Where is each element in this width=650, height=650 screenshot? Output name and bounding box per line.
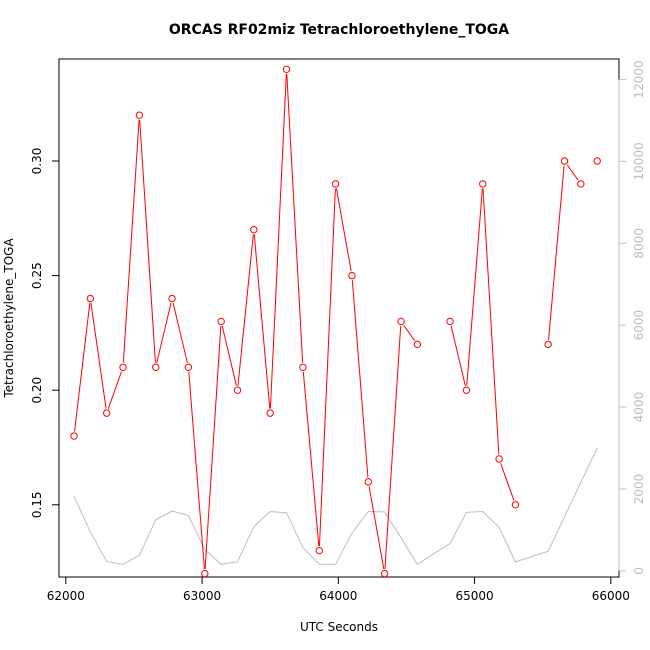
red-series-segment [548, 165, 565, 340]
y-axis-right: 0 2000 4000 6000 8000 10000 12000 [618, 60, 646, 575]
red-data-point [495, 455, 503, 463]
red-data-point [446, 317, 454, 326]
y-axis-label: Tetrachloroethylene_TOGA [2, 238, 16, 399]
red-data-point [511, 501, 520, 509]
red-series-segment [122, 119, 140, 363]
red-series-segment [335, 188, 352, 272]
red-data-point [233, 386, 242, 394]
red-data-point [577, 180, 585, 188]
red-series-segment [384, 325, 402, 570]
x-tick-label: 66000 [592, 589, 630, 603]
red-series-segment [204, 325, 222, 570]
red-data-point [119, 363, 127, 371]
red-data-point [184, 363, 193, 371]
red-data-point [86, 294, 95, 303]
y-tick-label: 0.20 [30, 377, 44, 404]
y2-tick-label: 4000 [632, 392, 646, 423]
y2-tick-label: 2000 [632, 474, 646, 505]
red-data-point [266, 409, 274, 417]
x-axis: 62000 63000 64000 65000 66000 [47, 576, 630, 603]
red-series-segment [450, 325, 466, 386]
red-series-segment [302, 371, 320, 547]
red-data-point [462, 386, 471, 394]
y2-tick-label: 0 [632, 567, 646, 575]
red-data-point [168, 294, 176, 303]
red-data-point [250, 226, 258, 234]
red-series-segment [368, 486, 385, 570]
red-series-segment [221, 325, 237, 386]
red-series-segment [269, 73, 287, 409]
red-data-point [560, 157, 569, 165]
chart-title: ORCAS RF02miz Tetrachloroethylene_TOGA [169, 22, 509, 38]
red-series-segment [403, 324, 416, 341]
x-tick-label: 63000 [183, 589, 221, 603]
y-tick-label: 0.15 [30, 491, 44, 518]
red-data-point [348, 271, 356, 280]
red-series-segment [74, 303, 91, 432]
red-series-segment [286, 73, 304, 363]
red-data-point [201, 569, 209, 578]
red-series-segment [351, 280, 369, 478]
red-data-point [135, 111, 144, 119]
red-series-segment [500, 463, 515, 501]
y-tick-label: 0.30 [30, 148, 44, 175]
series-red-line [70, 65, 601, 578]
y2-tick-label: 10000 [632, 142, 646, 180]
red-series-segment [466, 188, 483, 386]
red-data-point [380, 569, 389, 578]
red-series-segment [318, 188, 336, 547]
red-data-point [102, 409, 111, 417]
red-data-point [282, 65, 291, 74]
y2-tick-label: 6000 [632, 310, 646, 341]
x-tick-label: 65000 [455, 589, 493, 603]
red-series-segment [107, 371, 122, 409]
series-gray-line [73, 447, 598, 566]
red-data-point [299, 363, 307, 371]
red-series-segment [90, 303, 107, 409]
red-data-point [364, 478, 372, 486]
x-tick-label: 62000 [47, 589, 85, 603]
y2-tick-label: 8000 [632, 228, 646, 259]
red-data-point [315, 546, 323, 555]
red-series-segment [566, 164, 579, 181]
red-series-segment [188, 371, 205, 570]
red-series-segment [156, 302, 172, 363]
red-data-point [413, 340, 422, 349]
red-data-point [70, 432, 78, 440]
y-axis-left: 0.15 0.20 0.25 0.30 [30, 148, 60, 518]
y2-tick-label: 12000 [632, 60, 646, 98]
y-tick-label: 0.25 [30, 262, 44, 289]
red-data-point [479, 180, 487, 188]
red-data-point [152, 363, 160, 371]
red-data-point [397, 317, 405, 326]
x-axis-label: UTC Seconds [300, 620, 378, 634]
red-series-segment [172, 302, 188, 363]
red-data-point [544, 340, 552, 349]
red-data-point [331, 180, 340, 188]
red-data-point [593, 157, 601, 165]
gray-series-line [73, 447, 598, 566]
red-series-segment [482, 188, 500, 455]
red-series-segment [237, 234, 254, 386]
red-series-segment [253, 234, 271, 409]
x-tick-label: 64000 [319, 589, 357, 603]
red-series-segment [139, 119, 156, 363]
red-data-point [217, 317, 225, 326]
